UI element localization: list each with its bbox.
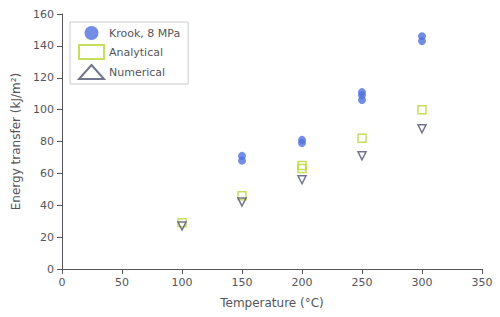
- svg-text:300: 300: [412, 276, 433, 289]
- svg-text:120: 120: [33, 71, 54, 84]
- svg-text:250: 250: [352, 276, 373, 289]
- svg-text:100: 100: [33, 103, 54, 116]
- svg-text:Numerical: Numerical: [109, 66, 165, 79]
- svg-text:200: 200: [292, 276, 313, 289]
- svg-text:160: 160: [33, 8, 54, 21]
- svg-text:350: 350: [472, 276, 493, 289]
- svg-text:40: 40: [40, 199, 54, 212]
- svg-text:0: 0: [59, 276, 66, 289]
- svg-text:Energy transfer (kJ/m²): Energy transfer (kJ/m²): [9, 73, 23, 210]
- svg-text:Krook, 8 MPa: Krook, 8 MPa: [109, 27, 180, 40]
- svg-text:0: 0: [47, 263, 54, 276]
- svg-text:Temperature (°C): Temperature (°C): [219, 296, 324, 310]
- svg-text:150: 150: [232, 276, 253, 289]
- svg-text:Analytical: Analytical: [109, 46, 163, 59]
- svg-text:80: 80: [40, 135, 54, 148]
- svg-text:60: 60: [40, 167, 54, 180]
- svg-text:20: 20: [40, 231, 54, 244]
- svg-text:50: 50: [115, 276, 129, 289]
- svg-text:140: 140: [33, 39, 54, 52]
- svg-text:100: 100: [172, 276, 193, 289]
